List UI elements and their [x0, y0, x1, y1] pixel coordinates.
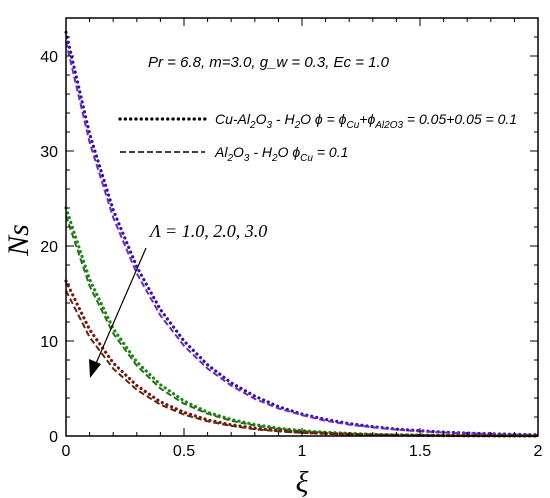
curves-layer: [64, 30, 540, 438]
y-tick-label: 30: [40, 144, 58, 161]
y-tick-label: 20: [40, 239, 58, 256]
y-axis-label: Ns: [2, 224, 35, 257]
lambda-arrow: [93, 247, 147, 369]
legend-label-dashed: Al2O3 - H2O ϕCu = 0.1: [214, 144, 348, 164]
parameters-annotation: Pr = 6.8, m=3.0, g_w = 0.3, Ec = 1.0: [148, 54, 390, 71]
y-tick-label: 10: [40, 334, 58, 351]
lambda-annotation: Λ = 1.0, 2.0, 3.0: [89, 221, 267, 378]
legend: Cu-Al2O3 - H2O ϕ = ϕCu+ϕAl2O3 = 0.05+0.0…: [118, 111, 517, 164]
y-tick-label: 0: [49, 429, 58, 446]
lambda-annotation-text: Λ = 1.0, 2.0, 3.0: [148, 221, 267, 241]
y-tick-label: 40: [40, 49, 58, 66]
plot-frame: [65, 17, 539, 437]
x-tick-label: 2: [534, 443, 543, 460]
series-line-4-dashed: [65, 215, 539, 437]
x-tick-label: 1.5: [409, 443, 431, 460]
x-tick-label: 1: [298, 443, 307, 460]
series-line-3-dotted: [64, 206, 540, 438]
legend-label-dotted: Cu-Al2O3 - H2O ϕ = ϕCu+ϕAl2O3 = 0.05+0.0…: [215, 111, 517, 131]
x-axis-label: ξ: [296, 466, 309, 498]
series-line-1-dotted: [64, 30, 540, 437]
lambda-arrow-head: [89, 359, 101, 378]
x-tick-label: 0: [62, 443, 71, 460]
x-tick-label: 0.5: [173, 443, 195, 460]
series-line-2-dashed: [65, 41, 539, 436]
